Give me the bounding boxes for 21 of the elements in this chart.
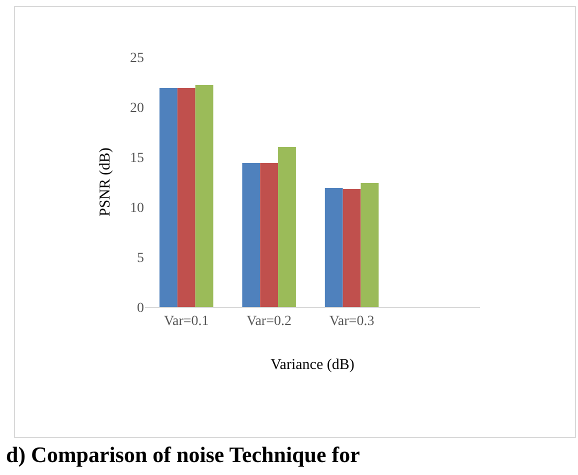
x-tick-label: Var=0.1 xyxy=(164,314,209,329)
text: d) Comparison of noise Technique for xyxy=(6,442,360,468)
y-tick-label: 5 xyxy=(137,250,144,266)
x-tick-label: Var=0.3 xyxy=(329,314,374,329)
y-tick-label: 10 xyxy=(130,200,144,216)
bar xyxy=(177,88,196,307)
y-tick-label: 20 xyxy=(130,100,144,116)
y-tick-label: 15 xyxy=(130,150,144,166)
y-tick-label: 25 xyxy=(130,50,144,66)
bar xyxy=(195,85,214,307)
bar xyxy=(242,163,260,307)
y-axis-title: PSNR (dB) xyxy=(97,148,114,216)
bar xyxy=(324,188,343,307)
bar xyxy=(278,147,296,307)
bar xyxy=(360,183,379,307)
y-tick-label: 0 xyxy=(137,300,144,316)
x-tick-label: Var=0.2 xyxy=(246,314,292,329)
x-axis-title: Variance (dB) xyxy=(270,356,354,373)
bar xyxy=(260,163,278,307)
bar xyxy=(159,88,178,307)
bar xyxy=(342,189,361,307)
